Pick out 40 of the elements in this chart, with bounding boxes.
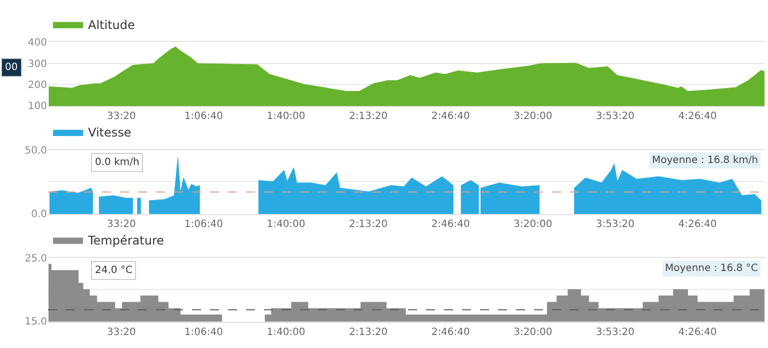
y-tick-label: 200 bbox=[28, 80, 47, 91]
x-tick-label: 33:20 bbox=[106, 218, 136, 230]
y-tick-label: 25.0 bbox=[24, 253, 47, 264]
y-tick-label: 300 bbox=[28, 58, 47, 70]
x-tick-label: 3:53:20 bbox=[596, 326, 634, 338]
legend-label: Température bbox=[87, 234, 164, 248]
x-tick-label: 1:40:00 bbox=[266, 111, 306, 122]
x-tick-label: 3:53:20 bbox=[596, 111, 634, 122]
annotation: 24.0 °C bbox=[95, 265, 132, 276]
x-tick-label: 3:20:00 bbox=[514, 218, 552, 230]
x-tick-label: 3:20:00 bbox=[514, 111, 552, 122]
text: 00 bbox=[5, 62, 18, 73]
ref-line-label: Moyenne : 16.8 °C bbox=[665, 263, 758, 274]
x-tick-label: 2:46:40 bbox=[431, 326, 470, 338]
x-tick-label: 3:20:00 bbox=[514, 326, 552, 338]
x-tick-label: 2:46:40 bbox=[431, 111, 470, 122]
x-tick-label: 4:26:40 bbox=[678, 218, 717, 230]
y-tick-label: 50.0 bbox=[24, 145, 47, 156]
y-tick-label: 0.0 bbox=[31, 208, 47, 220]
x-tick-label: 2:13:20 bbox=[349, 111, 388, 122]
x-tick-label: 4:26:40 bbox=[678, 326, 717, 338]
x-tick-label: 4:26:40 bbox=[678, 111, 717, 122]
legend-label: Vitesse bbox=[88, 126, 132, 140]
y-tick-label: 15.0 bbox=[24, 316, 47, 328]
x-tick-label: 2:13:20 bbox=[349, 218, 388, 230]
x-tick-label: 1:40:00 bbox=[266, 326, 306, 338]
x-tick-label: 1:06:40 bbox=[184, 111, 223, 122]
x-tick-label: 2:13:20 bbox=[349, 326, 388, 338]
y-tick-label: 100 bbox=[28, 101, 47, 112]
x-tick-label: 2:46:40 bbox=[431, 218, 470, 230]
x-tick-label: 33:20 bbox=[106, 326, 136, 338]
y-tick-label: 400 bbox=[28, 38, 47, 49]
x-tick-label: 1:06:40 bbox=[184, 218, 223, 230]
x-tick-label: 1:06:40 bbox=[184, 326, 223, 338]
x-tick-label: 3:53:20 bbox=[596, 218, 634, 230]
legend-label: Altitude bbox=[88, 18, 135, 32]
ref-line-label: Moyenne : 16.8 km/h bbox=[652, 155, 758, 166]
x-tick-label: 1:40:00 bbox=[266, 218, 306, 230]
annotation: 0.0 km/h bbox=[95, 157, 140, 168]
x-tick-label: 33:20 bbox=[106, 111, 136, 122]
